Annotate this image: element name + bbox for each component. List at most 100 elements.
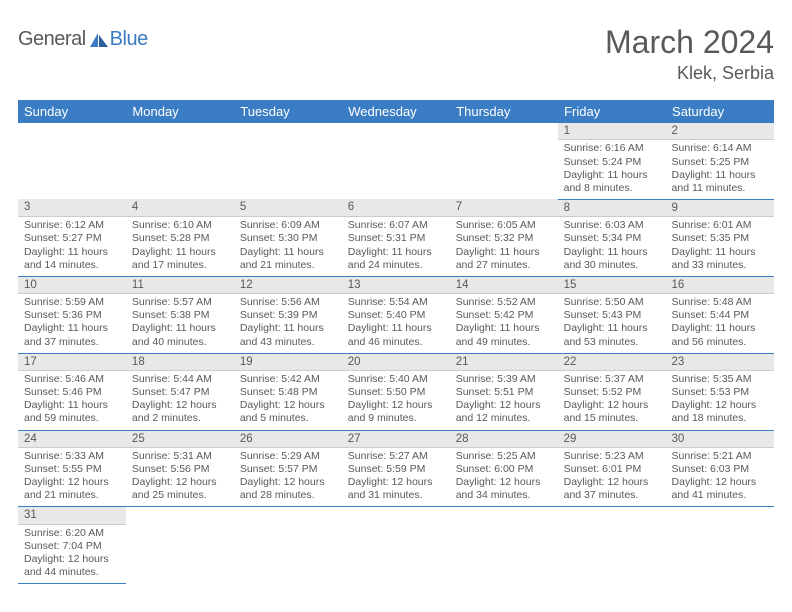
daynum-cell bbox=[18, 123, 126, 140]
daynum-cell: 30 bbox=[666, 430, 774, 447]
sunset-text: Sunset: 5:55 PM bbox=[24, 463, 120, 476]
sunset-text: Sunset: 5:25 PM bbox=[672, 156, 768, 169]
sunrise-text: Sunrise: 5:46 AM bbox=[24, 373, 120, 386]
daynum-cell: 13 bbox=[342, 276, 450, 293]
day-content-cell: Sunrise: 5:31 AMSunset: 5:56 PMDaylight:… bbox=[126, 447, 234, 507]
sunset-text: Sunset: 6:00 PM bbox=[456, 463, 552, 476]
day-content-cell bbox=[18, 140, 126, 200]
day-content-cell: Sunrise: 5:57 AMSunset: 5:38 PMDaylight:… bbox=[126, 294, 234, 354]
daynum-cell: 21 bbox=[450, 353, 558, 370]
daynum-row: 3456789 bbox=[18, 199, 774, 216]
daylight-text: Daylight: 12 hours and 28 minutes. bbox=[240, 476, 336, 502]
dayname-cell: Monday bbox=[126, 100, 234, 123]
daynum-cell: 28 bbox=[450, 430, 558, 447]
sunset-text: Sunset: 5:38 PM bbox=[132, 309, 228, 322]
day-content-cell: Sunrise: 6:20 AMSunset: 7:04 PMDaylight:… bbox=[18, 524, 126, 584]
daylight-text: Daylight: 12 hours and 12 minutes. bbox=[456, 399, 552, 425]
sunset-text: Sunset: 5:24 PM bbox=[564, 156, 660, 169]
daylight-text: Daylight: 11 hours and 59 minutes. bbox=[24, 399, 120, 425]
day-content-cell bbox=[666, 524, 774, 584]
sunset-text: Sunset: 5:27 PM bbox=[24, 232, 120, 245]
daynum-cell: 25 bbox=[126, 430, 234, 447]
content-row: Sunrise: 5:33 AMSunset: 5:55 PMDaylight:… bbox=[18, 447, 774, 507]
sunset-text: Sunset: 6:01 PM bbox=[564, 463, 660, 476]
daynum-cell: 3 bbox=[18, 199, 126, 216]
content-row: Sunrise: 5:59 AMSunset: 5:36 PMDaylight:… bbox=[18, 294, 774, 354]
logo-text-blue: Blue bbox=[110, 28, 148, 51]
daylight-text: Daylight: 11 hours and 43 minutes. bbox=[240, 322, 336, 348]
daynum-cell: 19 bbox=[234, 353, 342, 370]
sunset-text: Sunset: 5:47 PM bbox=[132, 386, 228, 399]
calendar-body: 12Sunrise: 6:16 AMSunset: 5:24 PMDayligh… bbox=[18, 123, 774, 584]
daylight-text: Daylight: 12 hours and 25 minutes. bbox=[132, 476, 228, 502]
daynum-row: 17181920212223 bbox=[18, 353, 774, 370]
sunset-text: Sunset: 5:52 PM bbox=[564, 386, 660, 399]
sunset-text: Sunset: 5:59 PM bbox=[348, 463, 444, 476]
daylight-text: Daylight: 11 hours and 40 minutes. bbox=[132, 322, 228, 348]
day-content-cell: Sunrise: 5:50 AMSunset: 5:43 PMDaylight:… bbox=[558, 294, 666, 354]
sunrise-text: Sunrise: 5:54 AM bbox=[348, 296, 444, 309]
title-block: March 2024 Klek, Serbia bbox=[605, 24, 774, 84]
day-content-cell: Sunrise: 5:40 AMSunset: 5:50 PMDaylight:… bbox=[342, 371, 450, 431]
daylight-text: Daylight: 12 hours and 9 minutes. bbox=[348, 399, 444, 425]
day-content-cell: Sunrise: 5:27 AMSunset: 5:59 PMDaylight:… bbox=[342, 447, 450, 507]
sunset-text: Sunset: 5:31 PM bbox=[348, 232, 444, 245]
daynum-cell: 15 bbox=[558, 276, 666, 293]
sunrise-text: Sunrise: 5:27 AM bbox=[348, 450, 444, 463]
day-content-cell: Sunrise: 5:52 AMSunset: 5:42 PMDaylight:… bbox=[450, 294, 558, 354]
logo: General Blue bbox=[18, 28, 148, 51]
sunrise-text: Sunrise: 5:25 AM bbox=[456, 450, 552, 463]
day-content-cell bbox=[450, 140, 558, 200]
sunset-text: Sunset: 5:46 PM bbox=[24, 386, 120, 399]
month-title: March 2024 bbox=[605, 24, 774, 61]
daylight-text: Daylight: 11 hours and 53 minutes. bbox=[564, 322, 660, 348]
daynum-cell: 12 bbox=[234, 276, 342, 293]
daynum-cell: 11 bbox=[126, 276, 234, 293]
day-content-cell: Sunrise: 5:39 AMSunset: 5:51 PMDaylight:… bbox=[450, 371, 558, 431]
daynum-cell bbox=[342, 507, 450, 524]
sunset-text: Sunset: 5:50 PM bbox=[348, 386, 444, 399]
day-content-cell: Sunrise: 6:16 AMSunset: 5:24 PMDaylight:… bbox=[558, 140, 666, 200]
daynum-cell: 26 bbox=[234, 430, 342, 447]
sunset-text: Sunset: 5:28 PM bbox=[132, 232, 228, 245]
sunrise-text: Sunrise: 6:01 AM bbox=[672, 219, 768, 232]
daynum-cell: 17 bbox=[18, 353, 126, 370]
sunset-text: Sunset: 5:34 PM bbox=[564, 232, 660, 245]
daynum-cell: 22 bbox=[558, 353, 666, 370]
daynum-cell: 29 bbox=[558, 430, 666, 447]
sunrise-text: Sunrise: 5:40 AM bbox=[348, 373, 444, 386]
daylight-text: Daylight: 11 hours and 11 minutes. bbox=[672, 169, 768, 195]
daynum-row: 24252627282930 bbox=[18, 430, 774, 447]
day-content-cell bbox=[234, 524, 342, 584]
sunrise-text: Sunrise: 5:42 AM bbox=[240, 373, 336, 386]
day-content-cell: Sunrise: 6:09 AMSunset: 5:30 PMDaylight:… bbox=[234, 217, 342, 277]
day-content-cell: Sunrise: 5:44 AMSunset: 5:47 PMDaylight:… bbox=[126, 371, 234, 431]
sunrise-text: Sunrise: 6:12 AM bbox=[24, 219, 120, 232]
daylight-text: Daylight: 11 hours and 30 minutes. bbox=[564, 246, 660, 272]
day-content-cell: Sunrise: 6:03 AMSunset: 5:34 PMDaylight:… bbox=[558, 217, 666, 277]
day-content-cell bbox=[234, 140, 342, 200]
daylight-text: Daylight: 12 hours and 15 minutes. bbox=[564, 399, 660, 425]
sunrise-text: Sunrise: 5:21 AM bbox=[672, 450, 768, 463]
daynum-cell: 27 bbox=[342, 430, 450, 447]
sunset-text: Sunset: 5:57 PM bbox=[240, 463, 336, 476]
day-content-cell: Sunrise: 5:25 AMSunset: 6:00 PMDaylight:… bbox=[450, 447, 558, 507]
header: General Blue March 2024 Klek, Serbia bbox=[18, 24, 774, 84]
daylight-text: Daylight: 12 hours and 18 minutes. bbox=[672, 399, 768, 425]
daylight-text: Daylight: 11 hours and 37 minutes. bbox=[24, 322, 120, 348]
daynum-cell: 6 bbox=[342, 199, 450, 216]
content-row: Sunrise: 6:12 AMSunset: 5:27 PM Daylight:… bbox=[18, 217, 774, 277]
daynum-cell: 16 bbox=[666, 276, 774, 293]
dayname-cell: Sunday bbox=[18, 100, 126, 123]
sunset-text: Sunset: 5:56 PM bbox=[132, 463, 228, 476]
daynum-cell: 23 bbox=[666, 353, 774, 370]
sunrise-text: Sunrise: 5:37 AM bbox=[564, 373, 660, 386]
daylight-text: Daylight: 11 hours and 24 minutes. bbox=[348, 246, 444, 272]
day-content-cell: Sunrise: 5:29 AMSunset: 5:57 PMDaylight:… bbox=[234, 447, 342, 507]
sunrise-text: Sunrise: 6:10 AM bbox=[132, 219, 228, 232]
sunrise-text: Sunrise: 6:16 AM bbox=[564, 142, 660, 155]
daynum-cell bbox=[450, 507, 558, 524]
dayname-cell: Friday bbox=[558, 100, 666, 123]
daynum-cell: 9 bbox=[666, 199, 774, 216]
sunrise-text: Sunrise: 5:50 AM bbox=[564, 296, 660, 309]
